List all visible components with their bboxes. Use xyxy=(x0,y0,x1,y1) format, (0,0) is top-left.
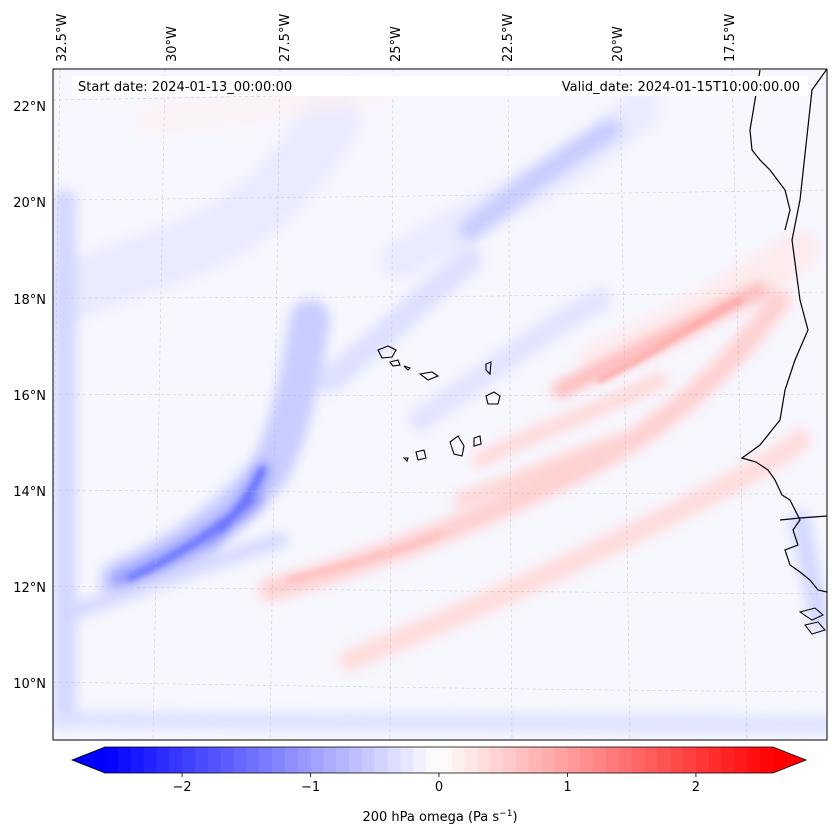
colorbar-segment xyxy=(593,747,607,773)
lon-label-32-5w: 32.5°W xyxy=(55,14,70,62)
map-frame xyxy=(52,68,828,741)
colorbar-segment xyxy=(297,747,312,773)
colorbar-segment xyxy=(760,747,774,773)
colorbar-segment xyxy=(259,747,273,773)
colorbar-segment xyxy=(284,747,299,773)
colorbar-segment xyxy=(361,747,376,773)
lon-label-27-5w: 27.5°W xyxy=(278,14,293,62)
colorbar-segment xyxy=(606,747,620,773)
colorbar-tick-label: 2 xyxy=(692,780,700,795)
lat-label-18n: 18°N xyxy=(13,293,46,308)
colorbar-segment xyxy=(220,747,234,773)
colorbar-segment xyxy=(336,747,350,773)
colorbar-segment xyxy=(182,747,196,773)
colorbar-segment xyxy=(400,747,414,773)
colorbar-segment xyxy=(117,747,132,773)
longitude-labels: 32.5°W 30°W 27.5°W 25°W 22.5°W 20°W 17.5… xyxy=(55,14,738,62)
lon-label-22-5w: 22.5°W xyxy=(501,14,516,62)
colorbar-segment xyxy=(516,747,530,773)
colorbar-segment xyxy=(708,747,723,773)
colorbar-segment xyxy=(503,747,517,773)
colorbar-segment xyxy=(374,747,389,773)
colorbar-max-extension xyxy=(773,747,806,773)
colorbar-segment xyxy=(105,747,119,773)
lat-label-16n: 16°N xyxy=(13,389,46,404)
colorbar-segment xyxy=(156,747,170,773)
colorbar-segment xyxy=(143,747,157,773)
colorbar-outline xyxy=(70,746,808,774)
gambia-border xyxy=(779,515,827,521)
lon-label-30w: 30°W xyxy=(165,26,180,62)
colorbar-segment xyxy=(670,747,684,773)
lon-label-25w: 25°W xyxy=(389,26,404,62)
colorbar-tick-label: −2 xyxy=(172,780,191,795)
colorbar-segment xyxy=(387,747,401,773)
colorbar-segments xyxy=(72,747,806,773)
colorbar-segment xyxy=(451,747,466,773)
colorbar-segment xyxy=(349,747,363,773)
colorbar-segment xyxy=(541,747,556,773)
colorbar-segment xyxy=(657,747,671,773)
latitude-labels: 22°N 20°N 18°N 16°N 14°N 12°N 10°N xyxy=(13,100,46,692)
colorbar-tick-label: 0 xyxy=(435,780,443,795)
cape-verde-islands xyxy=(377,345,501,463)
colorbar-segment xyxy=(426,747,440,773)
colorbar-segment xyxy=(528,747,543,773)
valid-date-label: Valid_date: 2024-01-15T10:00:00.00 xyxy=(562,80,800,95)
colorbar-tick-label: −1 xyxy=(301,780,320,795)
colorbar-segment xyxy=(413,747,427,773)
date-banner xyxy=(72,76,808,96)
lat-label-20n: 20°N xyxy=(13,196,46,211)
colorbar-tick-label: 1 xyxy=(563,780,571,795)
lat-label-14n: 14°N xyxy=(13,485,46,500)
colorbar-segment xyxy=(130,747,145,773)
colorbar-segment xyxy=(169,747,183,773)
colorbar-segment xyxy=(233,747,247,773)
colorbar-segment xyxy=(695,747,710,773)
colorbar-segment xyxy=(631,747,646,773)
colorbar-segment xyxy=(207,747,222,773)
colorbar-segment xyxy=(310,747,324,773)
west-africa-coastline xyxy=(740,69,827,593)
coastline-north-segment xyxy=(749,69,791,231)
colorbar-segment xyxy=(323,747,337,773)
colorbar-label: 200 hPa omega (Pa s−1) xyxy=(362,809,517,825)
colorbar-segment xyxy=(272,747,286,773)
colorbar-segment xyxy=(246,747,260,773)
lon-label-17-5w: 17.5°W xyxy=(723,14,738,62)
lat-label-12n: 12°N xyxy=(13,581,46,596)
colorbar-segment xyxy=(580,747,594,773)
lat-label-10n: 10°N xyxy=(13,677,46,692)
colorbar-segment xyxy=(567,747,581,773)
lat-label-22n: 22°N xyxy=(13,100,46,115)
colorbar-segment xyxy=(477,747,491,773)
map-panel: Start date: 2024-01-13_00:00:00 Valid_da… xyxy=(52,68,828,741)
bissagos-island xyxy=(798,607,824,621)
colorbar-segment xyxy=(439,747,453,773)
colorbar-segment xyxy=(721,747,735,773)
colorbar-segment xyxy=(618,747,633,773)
bissagos-island xyxy=(804,621,826,635)
colorbar-segment xyxy=(747,747,761,773)
lon-label-20w: 20°W xyxy=(611,26,626,62)
colorbar-segment xyxy=(490,747,504,773)
colorbar-segment xyxy=(194,747,209,773)
omega-field-shading xyxy=(53,75,827,734)
colorbar-segment xyxy=(554,747,568,773)
colorbar-segment xyxy=(734,747,748,773)
start-date-label: Start date: 2024-01-13_00:00:00 xyxy=(78,80,292,95)
colorbar-segment xyxy=(683,747,697,773)
colorbar-segment xyxy=(464,747,479,773)
colorbar-min-extension xyxy=(72,747,105,773)
colorbar: −2 −1 0 1 2 200 hPa omega (Pa s−1) xyxy=(70,746,808,825)
colorbar-segment xyxy=(644,747,658,773)
colorbar-ticks: −2 −1 0 1 2 xyxy=(172,773,700,795)
